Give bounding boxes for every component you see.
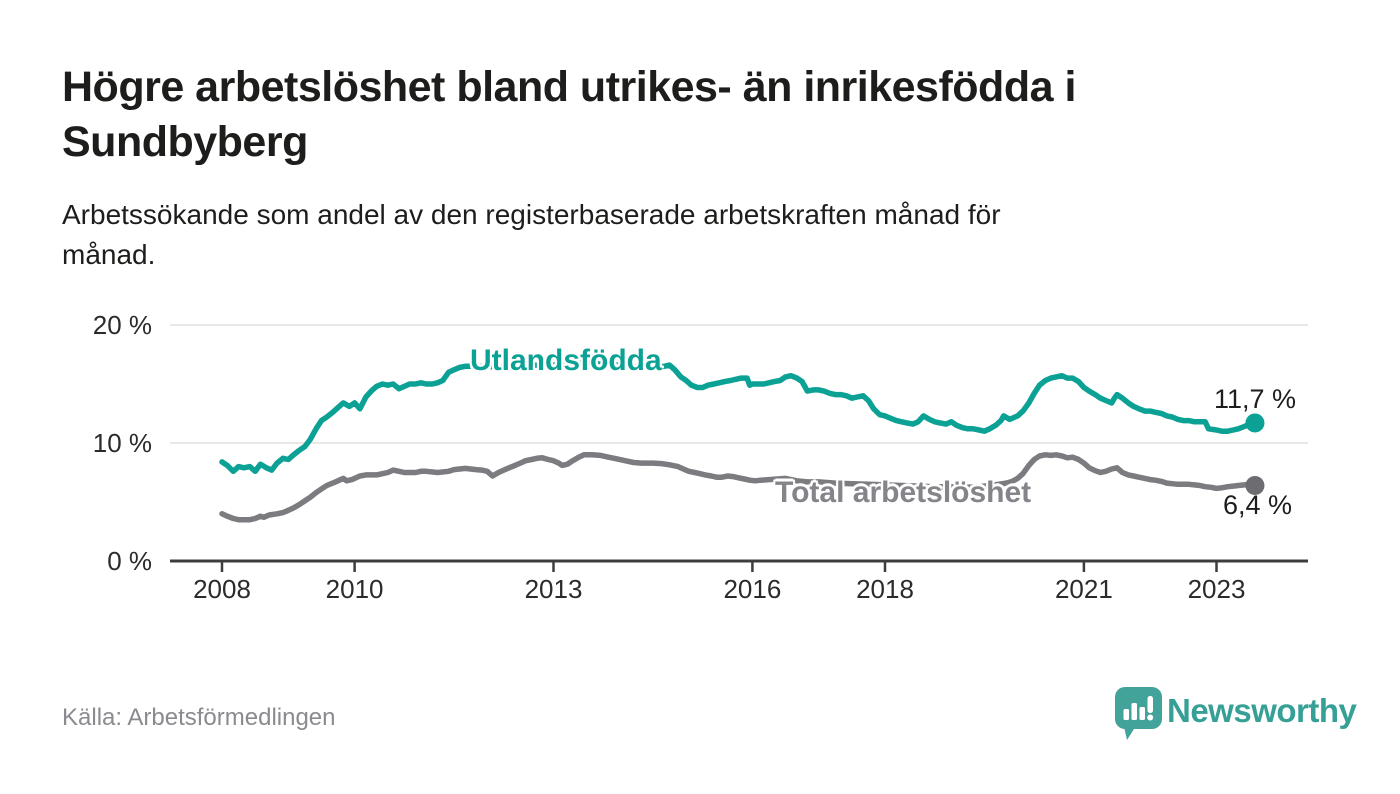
x-tick-label: 2008 <box>193 574 251 604</box>
series-label-total-arbetsloshet: Total arbetslöshet <box>775 476 1032 509</box>
x-tick-label: 2018 <box>856 574 914 604</box>
subtitle-line-1: Arbetssökande som andel av den registerb… <box>62 199 1001 230</box>
speech-bubble-shape <box>1115 687 1162 740</box>
series-label-utlandsfodda: Utlandsfödda <box>470 344 662 377</box>
subtitle-line-2: månad. <box>62 239 156 270</box>
newsworthy-logo: Newsworthy <box>1113 686 1357 742</box>
x-tick-label: 2013 <box>524 574 583 604</box>
bar-1 <box>1123 709 1129 720</box>
end-value-utlandsfodda: 11,7 % <box>1214 384 1297 414</box>
exclamation-dot <box>1147 714 1154 721</box>
x-tick-label: 2021 <box>1054 574 1113 604</box>
newsworthy-logo-icon <box>1115 687 1162 740</box>
x-tick-label: 2016 <box>723 574 782 604</box>
chart-subtitle: Arbetssökande som andel av den registerb… <box>62 195 1302 275</box>
x-tick-label: 2010 <box>325 574 384 604</box>
title-line-1: Högre arbetslöshet bland utrikes- än inr… <box>62 63 1076 111</box>
bar-3 <box>1139 707 1145 720</box>
y-tick-label: 10 % <box>92 428 152 458</box>
page-title: Högre arbetslöshet bland utrikes- än inr… <box>62 60 1352 170</box>
end-value-total-arbetsloshet: 6,4 % <box>1223 490 1293 520</box>
bar-2 <box>1131 703 1137 720</box>
title-line-2: Sundbyberg <box>62 118 308 166</box>
y-tick-label: 20 % <box>92 310 152 340</box>
total-end-dot <box>1245 475 1265 495</box>
total-line <box>219 452 1258 523</box>
y-tick-label: 0 % <box>107 546 152 576</box>
source-note: Källa: Arbetsförmedlingen <box>62 704 336 731</box>
utlandsfodda-end-dot <box>1245 413 1265 433</box>
exclamation-bar <box>1147 696 1153 713</box>
newsworthy-wordmark: Newsworthy <box>1167 692 1357 729</box>
utlandsfodda-line <box>219 360 1258 475</box>
x-tick-label: 2023 <box>1187 574 1246 604</box>
